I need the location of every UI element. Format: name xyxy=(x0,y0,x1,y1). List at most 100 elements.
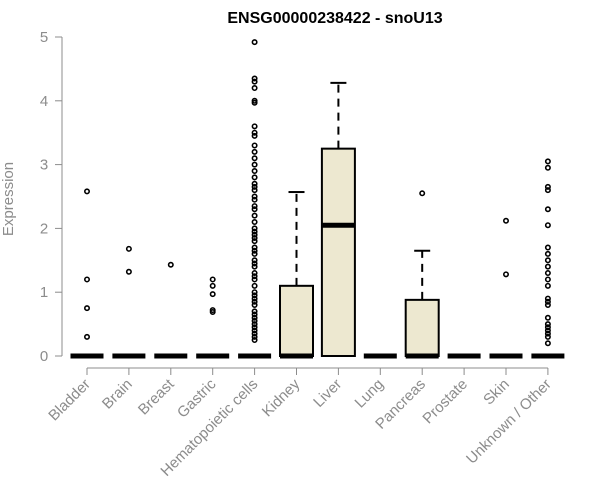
box-body xyxy=(404,298,440,357)
x-tick-label: Skin xyxy=(480,376,513,409)
box-breast xyxy=(154,261,188,359)
outlier-point xyxy=(251,330,258,337)
outlier-point xyxy=(251,321,258,328)
outlier-point xyxy=(251,206,258,213)
x-tick-label: Bladder xyxy=(45,376,94,425)
outlier-point xyxy=(84,188,91,195)
outlier-point xyxy=(251,85,258,92)
box-bladder xyxy=(70,188,104,359)
outlier-point xyxy=(251,193,258,200)
y-tick-label: 3 xyxy=(40,157,48,174)
outlier-point xyxy=(251,132,258,139)
outlier-point xyxy=(544,276,551,283)
outlier-point xyxy=(251,123,258,130)
outlier-point xyxy=(544,327,551,334)
box-body xyxy=(279,284,314,358)
outlier-point xyxy=(251,99,258,106)
box-brain xyxy=(112,245,146,359)
outlier-point xyxy=(251,231,258,238)
outlier-point xyxy=(251,225,258,232)
outlier-point xyxy=(251,244,258,251)
outlier-point xyxy=(544,244,551,251)
box-pancreas xyxy=(404,190,440,359)
outlier-point xyxy=(544,340,551,347)
x-tick-label: Prostate xyxy=(419,376,471,428)
outlier-point xyxy=(544,206,551,213)
chart-title: ENSG00000238422 - snoU13 xyxy=(227,10,442,27)
box-skin xyxy=(489,217,523,359)
outlier-point xyxy=(251,78,258,85)
outlier-point xyxy=(502,271,509,278)
outlier-point xyxy=(251,155,258,162)
outlier-point xyxy=(544,164,551,171)
x-tick-label: Breast xyxy=(135,375,178,418)
y-tick-label: 5 xyxy=(40,29,48,46)
outlier-point xyxy=(251,327,258,334)
outlier-point xyxy=(251,183,258,190)
box-unknown-other xyxy=(531,158,565,359)
outlier-point xyxy=(544,333,551,340)
box-kidney xyxy=(279,191,314,359)
outlier-point xyxy=(251,238,258,245)
outlier-point xyxy=(419,190,426,197)
outlier-point xyxy=(544,187,551,194)
outlier-point xyxy=(251,324,258,331)
outlier-point xyxy=(251,263,258,270)
outlier-point xyxy=(251,311,258,318)
outlier-point xyxy=(251,289,258,296)
outlier-point xyxy=(209,291,216,298)
outlier-point xyxy=(251,219,258,226)
outlier-point xyxy=(544,314,551,321)
outlier-point xyxy=(251,167,258,174)
outlier-point xyxy=(251,301,258,308)
outlier-point xyxy=(251,276,258,283)
outlier-point xyxy=(251,212,258,219)
outlier-point xyxy=(251,317,258,324)
outlier-point xyxy=(251,333,258,340)
outlier-point xyxy=(209,308,216,315)
outlier-point xyxy=(544,270,551,277)
outlier-point xyxy=(251,174,258,181)
x-tick-label: Liver xyxy=(310,376,345,411)
outlier-point xyxy=(251,270,258,277)
outlier-point xyxy=(251,142,258,149)
outlier-point xyxy=(544,321,551,328)
outlier-point xyxy=(251,298,258,305)
x-tick-label: Kidney xyxy=(259,375,304,420)
outlier-point xyxy=(544,158,551,165)
outlier-point xyxy=(251,273,258,280)
outlier-point xyxy=(251,148,258,155)
outlier-point xyxy=(251,247,258,254)
outlier-point xyxy=(84,305,91,312)
outlier-point xyxy=(544,301,551,308)
outlier-point xyxy=(167,261,174,268)
outlier-point xyxy=(251,234,258,241)
y-axis: 0 1 2 3 4 5 xyxy=(40,29,63,365)
y-tick-label: 4 xyxy=(40,93,48,110)
outlier-point xyxy=(251,161,258,168)
box-hematopoietic-cells xyxy=(238,39,272,359)
y-tick-label: 0 xyxy=(40,348,48,365)
outlier-point xyxy=(251,260,258,267)
box-gastric xyxy=(196,276,230,359)
outlier-point xyxy=(251,203,258,210)
box-liver xyxy=(320,81,356,357)
outlier-point xyxy=(544,257,551,264)
outlier-point xyxy=(125,268,132,275)
box-body xyxy=(320,147,356,357)
outlier-point xyxy=(544,295,551,302)
outlier-point xyxy=(544,250,551,257)
outlier-point xyxy=(251,314,258,321)
outlier-point xyxy=(251,75,258,82)
outlier-point xyxy=(544,330,551,337)
outlier-point xyxy=(251,196,258,203)
outlier-point xyxy=(544,183,551,190)
x-tick-label: Lung xyxy=(352,376,388,412)
outlier-point xyxy=(84,333,91,340)
outlier-point xyxy=(251,180,258,187)
outlier-point xyxy=(251,250,258,257)
outlier-point xyxy=(544,298,551,305)
outlier-point xyxy=(251,282,258,289)
